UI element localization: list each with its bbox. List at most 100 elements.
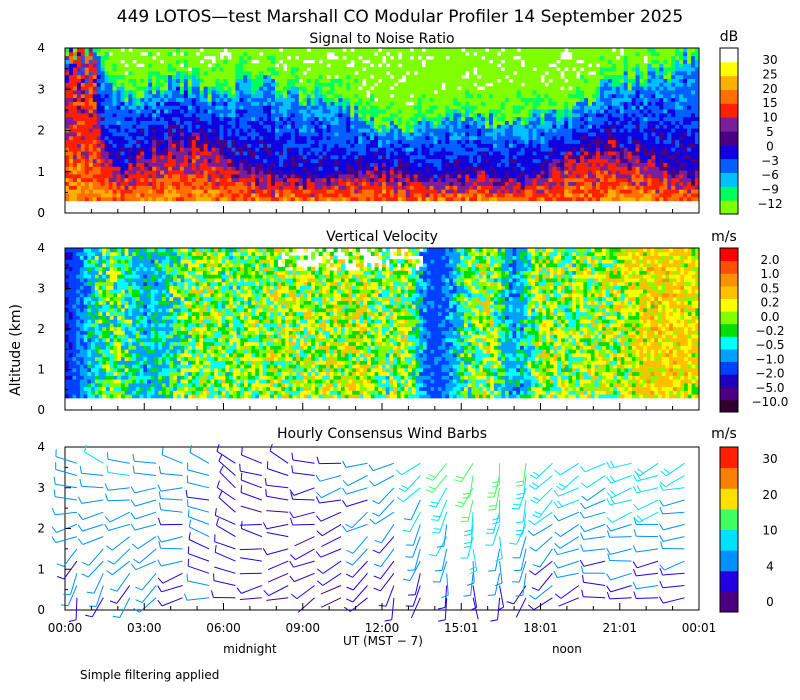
snr-cell (65, 158, 70, 163)
snr-cell (96, 147, 102, 152)
snr-cell (100, 131, 106, 137)
snr-cell (496, 166, 502, 171)
snr-cell (235, 177, 240, 183)
snr-cell (116, 67, 121, 72)
snr-cell (120, 109, 125, 114)
snr-cell (231, 55, 236, 60)
snr-cell (445, 82, 450, 87)
snr-cell (516, 105, 522, 110)
snr-cell (374, 120, 379, 125)
snr-cell (68, 109, 74, 114)
snr-cell (199, 139, 205, 144)
snr-cell (417, 143, 423, 148)
snr-cell (84, 128, 90, 133)
snr-cell (322, 189, 327, 194)
snr-cell (469, 139, 474, 144)
snr-cell (263, 67, 268, 72)
snr-cell (409, 59, 415, 64)
snr-cell (477, 143, 482, 148)
snr-cell (152, 116, 157, 121)
snr-cell (417, 93, 423, 99)
snr-cell (310, 63, 316, 68)
snr-cell (183, 124, 189, 129)
snr-cell (516, 196, 522, 202)
snr-cell (156, 128, 161, 133)
snr-cell (124, 151, 129, 156)
snr-cell (465, 143, 470, 148)
snr-cell (421, 116, 426, 121)
snr-cell (168, 196, 173, 202)
snr-cell (132, 97, 137, 102)
snr-cell (171, 105, 177, 110)
snr-cell (437, 189, 442, 194)
snr-cell (227, 166, 232, 171)
snr-cell (354, 189, 359, 194)
snr-cell (362, 86, 367, 91)
snr-cell (156, 78, 161, 83)
snr-cell (128, 131, 133, 137)
snr-cell (338, 124, 343, 129)
snr-cell (187, 185, 193, 190)
snr-cell (389, 59, 395, 64)
snr-cell (235, 59, 240, 64)
snr-cell (116, 170, 121, 175)
snr-cell (500, 143, 506, 148)
snr-cell (393, 158, 399, 163)
snr-cell (235, 55, 240, 60)
snr-cell (219, 143, 224, 148)
snr-cell (318, 151, 323, 156)
snr-cell (389, 82, 395, 87)
snr-cell (485, 55, 490, 60)
snr-cell (552, 101, 557, 106)
snr-cell (314, 78, 319, 83)
snr-cell (528, 120, 533, 125)
snr-cell (128, 105, 133, 110)
snr-cell (136, 112, 141, 118)
snr-cell (536, 147, 541, 152)
snr-cell (556, 86, 561, 91)
snr-cell (318, 63, 323, 68)
snr-cell (548, 128, 553, 133)
snr-cell (492, 154, 498, 160)
snr-cell (512, 196, 518, 202)
snr-cell (338, 105, 343, 110)
snr-cell (504, 151, 510, 156)
snr-cell (457, 158, 462, 163)
snr-cell (290, 189, 296, 194)
snr-cell (429, 162, 434, 167)
snr-cell (112, 120, 117, 125)
snr-cell (211, 143, 216, 148)
snr-cell (239, 124, 244, 129)
snr-cell (516, 120, 522, 125)
snr-cell (496, 116, 502, 121)
snr-cell (477, 97, 482, 102)
snr-cell (144, 128, 149, 133)
snr-cell (294, 196, 300, 202)
snr-cell (346, 97, 351, 102)
snr-cell (187, 101, 193, 106)
snr-cell (409, 89, 415, 95)
snr-cell (385, 128, 391, 133)
snr-cell (104, 173, 109, 179)
snr-cell (441, 189, 446, 194)
snr-cell (286, 158, 292, 163)
snr-cell (520, 181, 526, 186)
snr-cell (449, 128, 454, 133)
snr-cell (330, 143, 335, 148)
snr-cell (536, 97, 541, 102)
snr-cell (536, 143, 541, 148)
snr-cell (112, 112, 117, 118)
snr-cell (374, 131, 379, 137)
snr-cell (239, 170, 244, 175)
snr-cell (290, 97, 296, 102)
snr-cell (88, 181, 94, 186)
snr-cell (350, 173, 355, 179)
snr-cell (457, 55, 462, 60)
snr-cell (235, 154, 240, 160)
snr-cell (136, 86, 141, 91)
snr-cell (500, 112, 506, 118)
snr-cell (88, 63, 94, 68)
snr-cell (286, 147, 292, 152)
snr-cell (183, 147, 189, 152)
snr-cell (378, 70, 383, 76)
